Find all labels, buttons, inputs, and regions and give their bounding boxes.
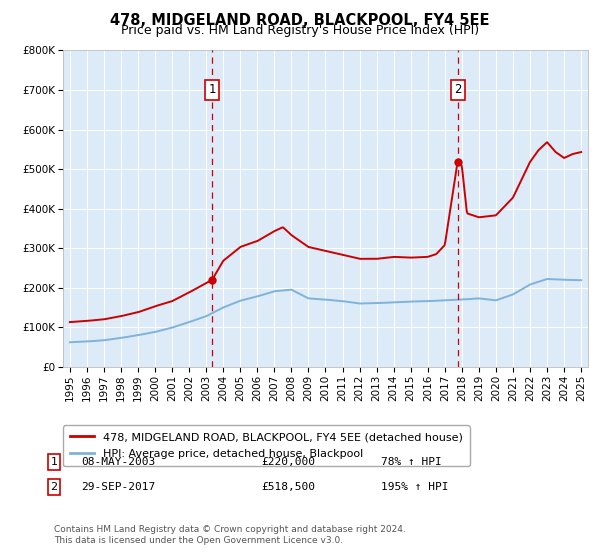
Text: 2: 2 [50, 482, 58, 492]
Text: Contains HM Land Registry data © Crown copyright and database right 2024.: Contains HM Land Registry data © Crown c… [54, 525, 406, 534]
Text: 78% ↑ HPI: 78% ↑ HPI [381, 457, 442, 467]
Text: 08-MAY-2003: 08-MAY-2003 [81, 457, 155, 467]
Text: 195% ↑ HPI: 195% ↑ HPI [381, 482, 449, 492]
Text: £220,000: £220,000 [261, 457, 315, 467]
Text: 29-SEP-2017: 29-SEP-2017 [81, 482, 155, 492]
Text: 1: 1 [208, 83, 216, 96]
Text: 2: 2 [454, 83, 461, 96]
Legend: 478, MIDGELAND ROAD, BLACKPOOL, FY4 5EE (detached house), HPI: Average price, de: 478, MIDGELAND ROAD, BLACKPOOL, FY4 5EE … [63, 426, 470, 466]
Text: 1: 1 [50, 457, 58, 467]
Text: 478, MIDGELAND ROAD, BLACKPOOL, FY4 5EE: 478, MIDGELAND ROAD, BLACKPOOL, FY4 5EE [110, 13, 490, 29]
Text: £518,500: £518,500 [261, 482, 315, 492]
Text: Price paid vs. HM Land Registry's House Price Index (HPI): Price paid vs. HM Land Registry's House … [121, 24, 479, 37]
Text: This data is licensed under the Open Government Licence v3.0.: This data is licensed under the Open Gov… [54, 536, 343, 545]
